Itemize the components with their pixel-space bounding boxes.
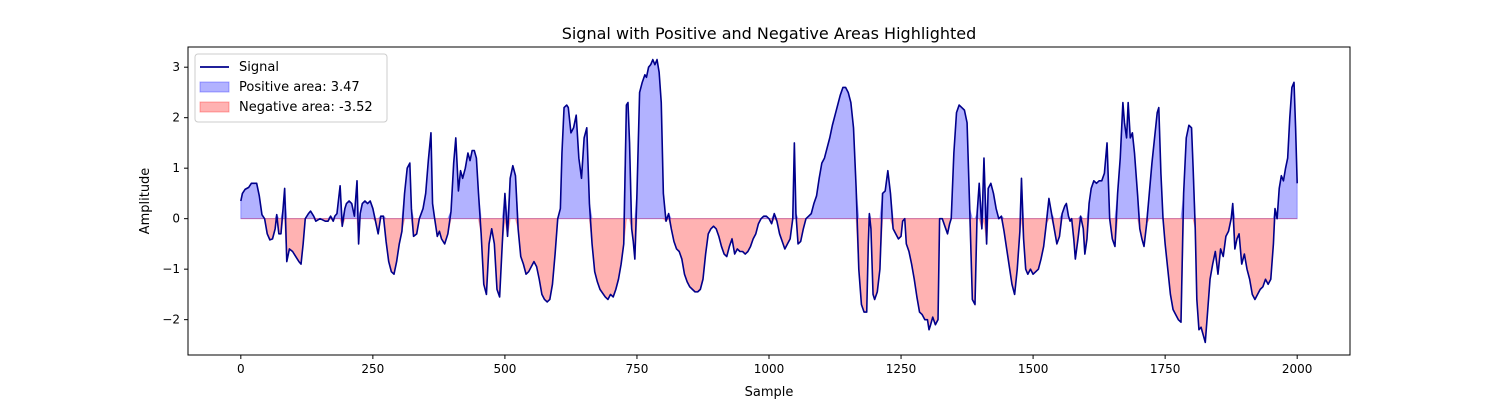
signal-line xyxy=(240,58,1298,344)
y-tick-label: 0 xyxy=(172,212,180,226)
legend: Signal Positive area: 3.47 Negative area: … xyxy=(194,53,388,123)
x-axis: 0 250 500 750 1000 1250 1500 1750 2000 xyxy=(237,355,1312,376)
y-tick-label: 2 xyxy=(172,111,180,125)
y-tick-label: 1 xyxy=(172,161,180,175)
legend-label: Positive area: 3.47 xyxy=(239,80,360,95)
y-tick-label: 3 xyxy=(172,60,180,74)
x-tick-label: 250 xyxy=(361,362,384,376)
x-tick-label: 1750 xyxy=(1150,362,1181,376)
legend-label: Signal xyxy=(239,60,279,75)
legend-frame xyxy=(194,53,388,123)
x-tick-label: 0 xyxy=(237,362,245,376)
x-tick-label: 500 xyxy=(493,362,516,376)
legend-label: Negative area: -3.52 xyxy=(239,100,373,115)
x-tick-label: 2000 xyxy=(1282,362,1313,376)
y-tick-label: −1 xyxy=(162,262,180,276)
x-tick-label: 1000 xyxy=(754,362,785,376)
x-tick-label: 1250 xyxy=(886,362,917,376)
signal-series xyxy=(240,58,1298,344)
chart-title: Signal with Positive and Negative Areas … xyxy=(562,24,977,43)
y-axis-label: Amplitude xyxy=(138,168,153,235)
y-axis: −2 −1 0 1 2 3 xyxy=(162,60,188,327)
x-tick-label: 1500 xyxy=(1018,362,1049,376)
legend-patch-swatch xyxy=(199,101,230,113)
legend-patch-swatch xyxy=(199,81,230,93)
x-axis-label: Sample xyxy=(745,385,794,400)
x-tick-label: 750 xyxy=(626,362,649,376)
y-tick-label: −2 xyxy=(162,313,180,327)
